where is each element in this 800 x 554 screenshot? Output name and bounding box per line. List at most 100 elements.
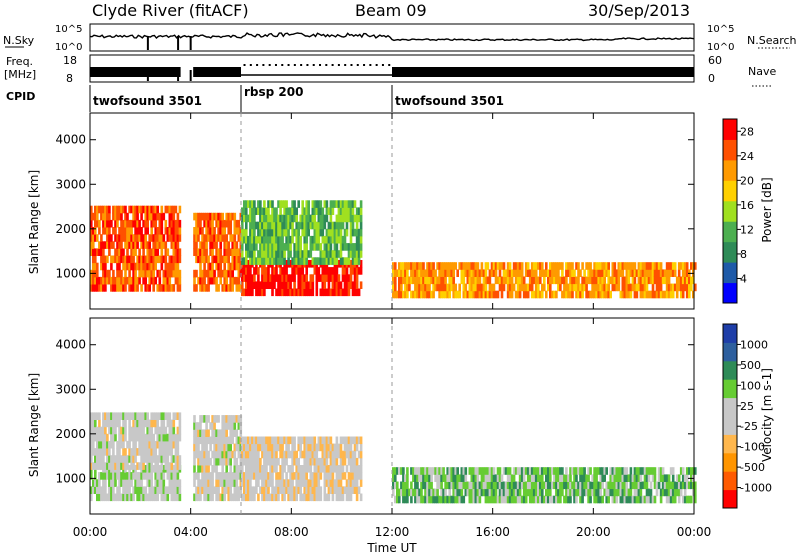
velocity-cell: [309, 479, 313, 487]
power-cell: [237, 248, 241, 256]
power-cell: [414, 269, 417, 277]
power-colorbar-tick-label: 4: [740, 272, 747, 285]
power-cell: [122, 284, 125, 292]
velocity-cell: [595, 488, 598, 497]
velocity-cell: [203, 436, 206, 445]
velocity-cell: [295, 457, 298, 466]
power-cell: [241, 221, 244, 230]
velocity-cell: [317, 436, 321, 445]
velocity-cell: [567, 488, 570, 497]
velocity-cell: [118, 493, 121, 502]
velocity-cell: [213, 465, 216, 473]
velocity-cell: [343, 450, 347, 459]
velocity-cell: [217, 493, 220, 502]
velocity-cell: [605, 481, 608, 490]
velocity-cell: [317, 443, 321, 452]
velocity-cell: [317, 457, 321, 466]
velocity-cell: [174, 493, 178, 502]
velocity-cell: [279, 436, 282, 445]
power-cell: [235, 276, 239, 285]
velocity-cell: [136, 448, 139, 456]
power-cell: [170, 212, 174, 221]
power-cell: [283, 228, 286, 237]
power-cell: [235, 219, 239, 228]
velocity-cell: [611, 488, 615, 497]
power-cell: [599, 276, 602, 285]
velocity-cell: [237, 450, 241, 459]
power-cell: [418, 290, 421, 299]
velocity-cell: [170, 479, 174, 487]
velocity-cell: [617, 481, 621, 490]
power-cell: [98, 284, 101, 292]
velocity-cell: [170, 419, 174, 428]
power-cell: [307, 250, 310, 258]
power-cell: [138, 248, 141, 256]
velocity-cell: [265, 457, 268, 466]
power-cell: [579, 290, 582, 299]
velocity-cell: [237, 422, 241, 430]
power-cell: [104, 241, 107, 249]
power-cell: [150, 205, 153, 214]
velocity-ytick-label: 3000: [55, 382, 86, 396]
velocity-cell: [259, 465, 262, 473]
power-cell: [343, 214, 347, 223]
power-cell: [311, 200, 315, 208]
velocity-cell: [458, 481, 461, 490]
velocity-cell: [547, 481, 550, 490]
velocity-cell: [251, 457, 254, 466]
velocity-cell: [267, 472, 270, 480]
velocity-cell: [245, 472, 248, 480]
power-cell: [394, 262, 397, 270]
power-cell: [257, 267, 260, 275]
velocity-cell: [172, 440, 176, 449]
velocity-cell: [448, 474, 451, 482]
velocity-cell: [128, 493, 131, 502]
power-cell: [454, 290, 457, 299]
velocity-cell: [323, 457, 327, 466]
velocity-cell: [392, 481, 395, 490]
power-cell: [138, 276, 141, 285]
velocity-cell: [492, 495, 496, 504]
velocity-cell: [325, 436, 329, 445]
velocity-cell: [645, 495, 649, 504]
power-cell: [195, 212, 198, 221]
power-cell: [126, 241, 129, 249]
power-cell: [233, 241, 237, 249]
velocity-cell: [331, 472, 335, 480]
velocity-cell: [172, 433, 176, 442]
velocity-cell: [629, 481, 633, 490]
power-cell: [643, 283, 647, 292]
velocity-cell: [539, 474, 542, 482]
power-cell: [259, 250, 262, 258]
power-cell: [486, 262, 490, 270]
velocity-cell: [323, 436, 327, 445]
power-cell: [235, 248, 239, 256]
power-cell: [98, 276, 101, 285]
velocity-cell: [122, 412, 125, 420]
velocity-cell: [156, 412, 159, 420]
power-cell: [432, 276, 435, 285]
velocity-cell: [140, 455, 143, 463]
power-cell: [333, 243, 337, 251]
velocity-cell: [653, 474, 657, 482]
power-ytick-label: 3000: [55, 177, 86, 191]
power-cell: [341, 257, 345, 265]
velocity-cell: [694, 467, 697, 475]
velocity-cell: [267, 457, 270, 466]
power-cell: [416, 283, 419, 292]
velocity-cell: [291, 450, 294, 459]
power-cell: [303, 235, 306, 244]
power-cell: [504, 269, 508, 277]
velocity-cell: [486, 488, 490, 497]
power-cell: [524, 262, 528, 270]
velocity-cell: [166, 493, 170, 502]
velocity-cell: [106, 455, 109, 463]
power-cell: [195, 248, 198, 256]
velocity-cell: [104, 479, 107, 487]
velocity-cell: [160, 426, 164, 435]
power-cell: [241, 214, 244, 223]
velocity-cell: [317, 465, 321, 473]
velocity-cell: [543, 467, 546, 475]
velocity-cell: [269, 443, 272, 452]
velocity-cell: [158, 472, 162, 480]
